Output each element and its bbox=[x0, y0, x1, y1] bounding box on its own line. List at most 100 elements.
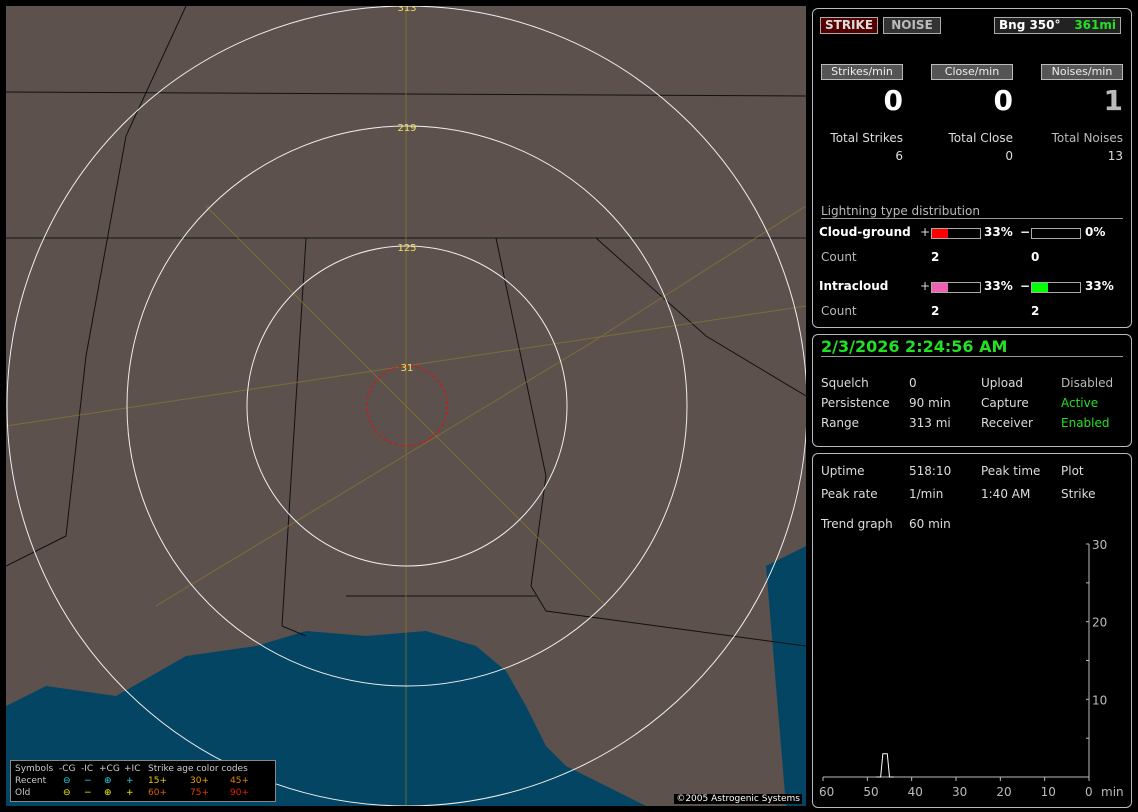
range-ring-313 bbox=[6, 6, 806, 806]
ic-plus-sign: + bbox=[920, 279, 931, 293]
ic-minus-count: 2 bbox=[1031, 304, 1040, 318]
ic-minus-sign: − bbox=[1020, 279, 1031, 293]
range-value[interactable]: 313 mi bbox=[909, 416, 951, 430]
range-label: Range bbox=[821, 416, 860, 430]
range-ring-125 bbox=[246, 245, 568, 567]
total-noises: 13 bbox=[1107, 149, 1123, 163]
total-noises-label: Total Noises bbox=[1051, 131, 1123, 145]
legend-old-label: Old bbox=[15, 788, 31, 798]
bearing-value: Bng 350° bbox=[999, 18, 1061, 32]
stats-panel: Uptime 518:10 Peak time Plot Peak rate 1… bbox=[812, 453, 1132, 808]
squelch-value[interactable]: 0 bbox=[909, 376, 917, 390]
y-tick-label-10: 10 bbox=[1092, 693, 1107, 707]
legend-pcg-header: +CG bbox=[99, 764, 120, 774]
recent-nic-icon: − bbox=[84, 776, 92, 786]
strikes-per-min-label[interactable]: Strikes/min bbox=[821, 64, 903, 80]
ic-count-label: Count bbox=[821, 304, 857, 318]
upload-value[interactable]: Disabled bbox=[1061, 376, 1114, 390]
legend-pic-header: +IC bbox=[124, 764, 141, 774]
symbol-legend: Symbols -CG -IC +CG +IC Strike age color code… bbox=[10, 760, 276, 802]
age-45: 45+ bbox=[230, 776, 249, 786]
range-rings bbox=[6, 6, 806, 806]
ic-plus-bar bbox=[931, 282, 981, 293]
recent-pic-icon: + bbox=[126, 776, 134, 786]
ring-label-31: 31 bbox=[401, 363, 414, 374]
age-60: 60+ bbox=[148, 788, 167, 798]
y-tick-label-20: 20 bbox=[1092, 616, 1107, 630]
cg-minus-bar bbox=[1031, 228, 1081, 239]
ring-label-313: 313 bbox=[397, 6, 416, 14]
receiver-value[interactable]: Enabled bbox=[1061, 416, 1110, 430]
ic-plus-count: 2 bbox=[931, 304, 940, 318]
legend-nic-header: -IC bbox=[81, 764, 94, 774]
ring-label-125: 125 bbox=[397, 243, 416, 254]
cg-label: Cloud-ground bbox=[819, 225, 911, 239]
x-unit-label: min bbox=[1101, 785, 1124, 799]
close-per-min-label[interactable]: Close/min bbox=[931, 64, 1013, 80]
old-nic-icon: − bbox=[84, 788, 92, 798]
x-tick-label-10: 10 bbox=[1041, 785, 1056, 799]
ic-minus-bar bbox=[1031, 282, 1081, 293]
strikes-per-min: 0 bbox=[883, 84, 903, 117]
noises-per-min-label[interactable]: Noises/min bbox=[1041, 64, 1123, 80]
ic-label: Intracloud bbox=[819, 279, 889, 293]
age-90: 90+ bbox=[230, 788, 249, 798]
uptime-value: 518:10 bbox=[909, 464, 952, 478]
plot-label: Plot bbox=[1061, 464, 1084, 478]
x-tick-label-50: 50 bbox=[863, 785, 878, 799]
total-close-label: Total Close bbox=[948, 131, 1013, 145]
distance-value: 361mi bbox=[1074, 18, 1116, 32]
peak-time-value: 1:40 AM bbox=[981, 487, 1031, 501]
trend-line bbox=[876, 753, 894, 778]
age-30: 30+ bbox=[190, 776, 209, 786]
ic-minus-pct: 33% bbox=[1085, 279, 1114, 293]
legend-age-header: Strike age color codes bbox=[148, 764, 248, 774]
peak-rate-label: Peak rate bbox=[821, 487, 878, 501]
cg-minus-count: 0 bbox=[1031, 250, 1040, 264]
settings-panel: 2/3/2026 2:24:56 AM Squelch 0 Persistenc… bbox=[812, 334, 1132, 447]
peak-rate-value: 1/min bbox=[909, 487, 944, 501]
cg-count-label: Count bbox=[821, 250, 857, 264]
trend-value[interactable]: 60 min bbox=[909, 517, 951, 531]
legend-ncg-header: -CG bbox=[59, 764, 76, 774]
total-strikes: 6 bbox=[895, 149, 903, 163]
receiver-label: Receiver bbox=[981, 416, 1033, 430]
persistence-value[interactable]: 90 min bbox=[909, 396, 951, 410]
plot-value[interactable]: Strike bbox=[1061, 487, 1096, 501]
legend-symbols-header: Symbols bbox=[15, 764, 54, 774]
distribution-title: Lightning type distribution bbox=[821, 204, 1123, 219]
cg-minus-pct: 0% bbox=[1085, 225, 1106, 239]
persistence-label: Persistence bbox=[821, 396, 890, 410]
cg-plus-sign: + bbox=[920, 225, 931, 239]
x-tick-label-20: 20 bbox=[996, 785, 1011, 799]
upload-label: Upload bbox=[981, 376, 1024, 390]
cg-minus-sign: − bbox=[1020, 225, 1031, 239]
total-strikes-label: Total Strikes bbox=[830, 131, 903, 145]
trend-graph: 60 50 40 30 20 10 0 min 10 20 30 bbox=[819, 538, 1124, 799]
squelch-label: Squelch bbox=[821, 376, 869, 390]
x-tick-label-40: 40 bbox=[908, 785, 923, 799]
old-ncg-icon: ⊖ bbox=[63, 788, 71, 798]
strike-button[interactable]: STRIKE bbox=[820, 17, 878, 34]
x-tick-label-60: 60 bbox=[819, 785, 834, 799]
noise-button[interactable]: NOISE bbox=[883, 17, 941, 34]
noises-per-min: 1 bbox=[1103, 84, 1123, 117]
ic-plus-pct: 33% bbox=[984, 279, 1013, 293]
strike-map[interactable]: 313 219 125 31 Symbols -CG -IC +CG +IC Strike… bbox=[6, 6, 806, 806]
peak-time-label: Peak time bbox=[981, 464, 1041, 478]
range-ring-31 bbox=[366, 365, 448, 447]
cg-plus-count: 2 bbox=[931, 250, 940, 264]
cg-plus-bar bbox=[931, 228, 981, 239]
old-pic-icon: + bbox=[126, 788, 134, 798]
x-tick-label-0: 0 bbox=[1085, 785, 1093, 799]
ring-label-219: 219 bbox=[397, 123, 416, 134]
age-15: 15+ bbox=[148, 776, 167, 786]
old-pcg-icon: ⊕ bbox=[104, 788, 112, 798]
age-75: 75+ bbox=[190, 788, 209, 798]
legend-recent-label: Recent bbox=[15, 776, 47, 786]
status-panel: STRIKE NOISE Bng 350° 361mi Strikes/min C… bbox=[812, 8, 1132, 328]
bearing-display: Bng 350° 361mi bbox=[994, 17, 1121, 34]
capture-value[interactable]: Active bbox=[1061, 396, 1099, 410]
total-close: 0 bbox=[1005, 149, 1013, 163]
range-ring-219 bbox=[126, 125, 688, 687]
